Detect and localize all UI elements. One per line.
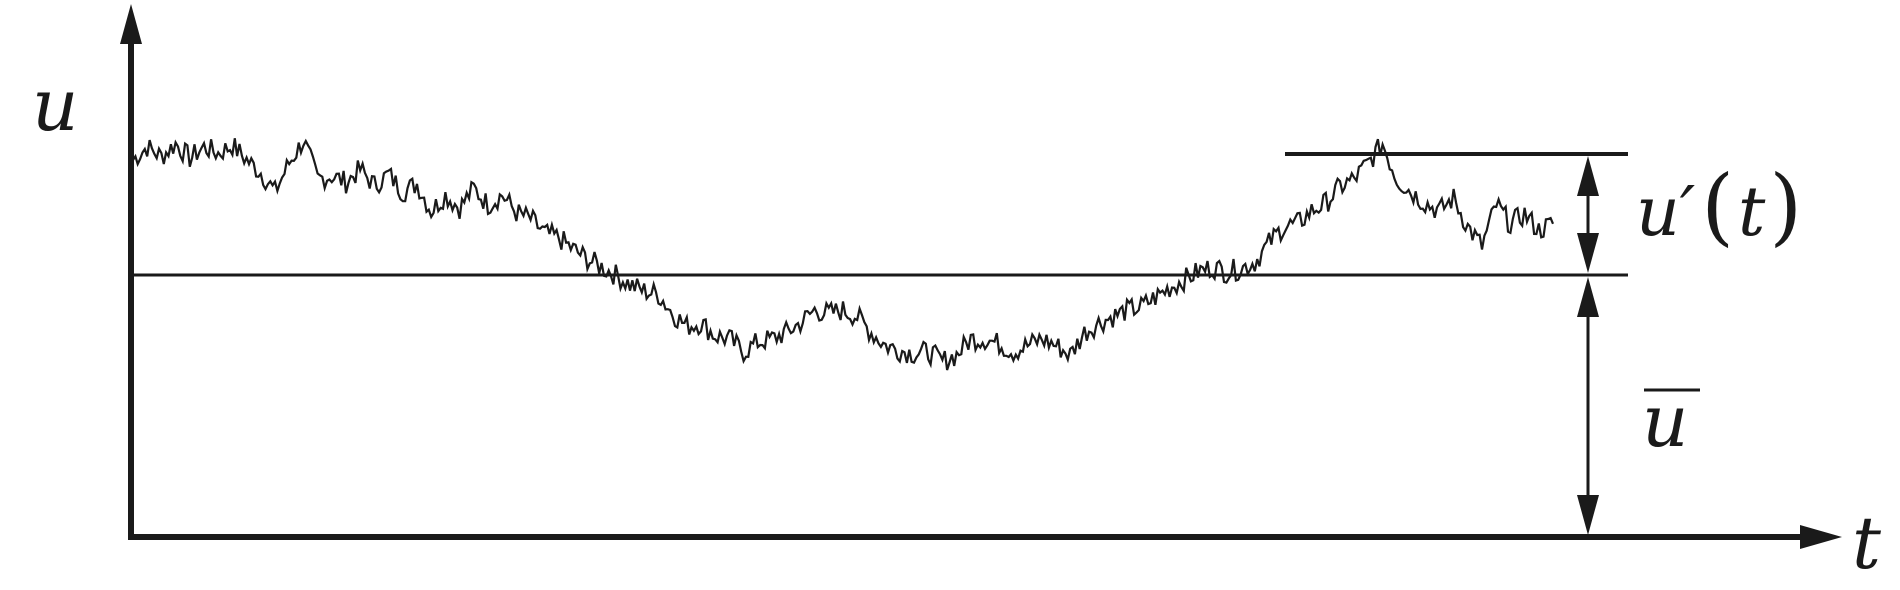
fluctuation-arrow-down [1577,233,1599,273]
mean-label: u [1642,379,1688,463]
y-axis-label: u [32,63,78,147]
y-axis-arrowhead [120,4,142,44]
fluctuation-label: u′(t) [1636,157,1802,255]
mean-arrow-down [1577,495,1599,535]
mean-arrow-up [1577,277,1599,317]
fluctuation-arrow-up [1577,156,1599,196]
x-axis-arrowhead [1800,525,1842,549]
velocity-signal-trace [132,138,1555,371]
x-axis-label: t [1852,501,1882,585]
